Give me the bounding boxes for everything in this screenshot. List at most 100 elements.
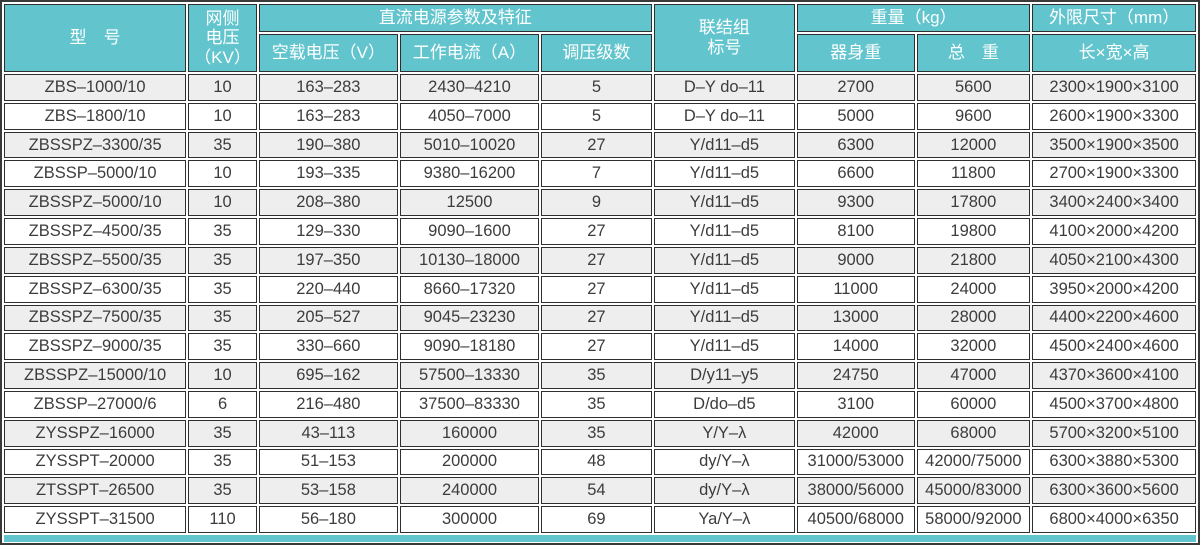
table-cell: 9090–18180: [399, 333, 540, 361]
table-cell: 27: [541, 304, 652, 332]
table-cell: 163–283: [258, 74, 398, 101]
table-cell: 9: [541, 189, 652, 217]
table-cell: ZYSSPT–31500: [4, 506, 187, 533]
table-row: ZBSSPZ–4500/35 35 129–330 9090–1600 27 Y/d11–…: [4, 218, 1196, 245]
table-cell: 35: [541, 390, 652, 418]
table-cell: 200000: [399, 448, 540, 476]
header-row-1: 型 号 网侧 电压 （KV） 直流电源参数及特征 联结组 标号 重量（kg） 外…: [4, 4, 1196, 72]
table-cell: Y/d11–d5: [653, 218, 795, 245]
table-cell: 42000: [796, 419, 915, 447]
table-cell: 9300: [796, 189, 915, 217]
col-header-working-current: 工作电流（A）: [399, 34, 540, 72]
table-cell: 9000: [796, 246, 915, 274]
table-cell: 35: [188, 419, 257, 447]
table-cell: 6300: [796, 131, 915, 159]
table-cell: ZBSSPZ–9000/35: [4, 333, 187, 361]
grid-voltage-line-2: 电压: [205, 28, 240, 48]
col-header-no-load-voltage: 空载电压（V）: [258, 34, 398, 72]
table-cell: 10: [188, 74, 257, 101]
table-cell: Y/d11–d5: [653, 189, 795, 217]
table-cell: 53–158: [258, 477, 398, 505]
table-cell: Y/d11–d5: [653, 333, 795, 361]
table-cell: 205–527: [258, 304, 398, 332]
table-cell: 35: [188, 131, 257, 159]
table-cell: 129–330: [258, 218, 398, 245]
table-cell: 240000: [399, 477, 540, 505]
table-row: ZTSSPT–26500 35 53–158 240000 54 dy/Y–λ 38000/…: [4, 477, 1196, 505]
table-cell: D/do–d5: [653, 390, 795, 418]
table-cell: 2430–4210: [399, 74, 540, 101]
table-cell: ZBS–1800/10: [4, 102, 187, 130]
table-cell: 10: [188, 362, 257, 389]
table-cell: 12500: [399, 189, 540, 217]
table-cell: 12000: [916, 131, 1031, 159]
table-cell: 17800: [916, 189, 1031, 217]
table-cell: 2600×1900×3300: [1032, 102, 1196, 130]
table-cell: 35: [541, 419, 652, 447]
table-cell: 9380–16200: [399, 160, 540, 188]
table-cell: 68000: [916, 419, 1031, 447]
table-cell: 190–380: [258, 131, 398, 159]
col-header-model-label: 型 号: [69, 28, 121, 48]
table-cell: dy/Y–λ: [653, 448, 795, 476]
col-header-weight-section: 重量（kg）: [796, 4, 1031, 32]
table-cell: ZYSSPT–20000: [4, 448, 187, 476]
connection-line-2: 标号: [707, 38, 742, 57]
table-cell: D/y11–y5: [653, 362, 795, 389]
table-cell: 24000: [916, 275, 1031, 303]
table-cell: 2700: [796, 74, 915, 101]
table-cell: ZBSSPZ–4500/35: [4, 218, 187, 245]
table-cell: 57500–13330: [399, 362, 540, 389]
table-cell: 48: [541, 448, 652, 476]
table-cell: 9600: [916, 102, 1031, 130]
table-cell: 38000/56000: [796, 477, 915, 505]
table-cell: ZBSSP–27000/6: [4, 390, 187, 418]
bottom-accent-bar: [4, 535, 1196, 542]
table-cell: 5000: [796, 102, 915, 130]
table-cell: 4400×2200×4600: [1032, 304, 1196, 332]
table-cell: 4500×3700×4800: [1032, 390, 1196, 418]
header-row-2: 空载电压（V） 工作电流（A） 调压级数 器身重 总 重 长×宽×高: [4, 34, 1196, 72]
table-cell: 5: [541, 102, 652, 130]
table-cell: 160000: [399, 419, 540, 447]
table-cell: 6300×3600×5600: [1032, 477, 1196, 505]
table-cell: 330–660: [258, 333, 398, 361]
table-cell: 9045–23230: [399, 304, 540, 332]
table-cell: 5700×3200×5100: [1032, 419, 1196, 447]
table-cell: 9090–1600: [399, 218, 540, 245]
table-cell: ZBSSP–5000/10: [4, 160, 187, 188]
table-cell: 56–180: [258, 506, 398, 533]
table-row: ZBSSPZ–3300/35 35 190–380 5010–10020 27 Y/d11…: [4, 131, 1196, 159]
table-row: ZBSSPZ–15000/10 10 695–162 57500–13330 35 D/y…: [4, 362, 1196, 389]
table-cell: ZBSSPZ–5000/10: [4, 189, 187, 217]
col-header-dc-section: 直流电源参数及特征: [258, 4, 652, 32]
grid-voltage-line-1: 网侧: [205, 8, 240, 28]
table-cell: 5010–10020: [399, 131, 540, 159]
table-row: ZBSSPZ–6300/35 35 220–440 8660–17320 27 Y/d11…: [4, 275, 1196, 303]
table-cell: 3400×2400×3400: [1032, 189, 1196, 217]
col-header-grid-voltage: 网侧 电压 （KV）: [188, 4, 257, 72]
table-cell: 695–162: [258, 362, 398, 389]
table-cell: 35: [188, 304, 257, 332]
table-cell: ZBSSPZ–5500/35: [4, 246, 187, 274]
table-row: ZBS–1800/10 10 163–283 4050–7000 5 D–Y do–11 5…: [4, 102, 1196, 130]
col-header-regulation-steps: 调压级数: [541, 34, 652, 72]
table-cell: 27: [541, 218, 652, 245]
table-cell: 35: [188, 448, 257, 476]
table-cell: 27: [541, 131, 652, 159]
grid-voltage-line-3: （KV）: [194, 47, 251, 67]
table-cell: 4050–7000: [399, 102, 540, 130]
table-cell: 7: [541, 160, 652, 188]
table-cell: 45000/83000: [916, 477, 1031, 505]
table-cell: 35: [188, 333, 257, 361]
table-cell: 35: [188, 275, 257, 303]
table-cell: 27: [541, 246, 652, 274]
table-cell: 6600: [796, 160, 915, 188]
col-header-model: 型 号: [4, 4, 187, 72]
table-cell: ZBSSPZ–3300/35: [4, 131, 187, 159]
table-cell: 14000: [796, 333, 915, 361]
table-cell: 35: [188, 246, 257, 274]
col-header-connection-group: 联结组 标号: [653, 4, 795, 72]
table-cell: 10130–18000: [399, 246, 540, 274]
